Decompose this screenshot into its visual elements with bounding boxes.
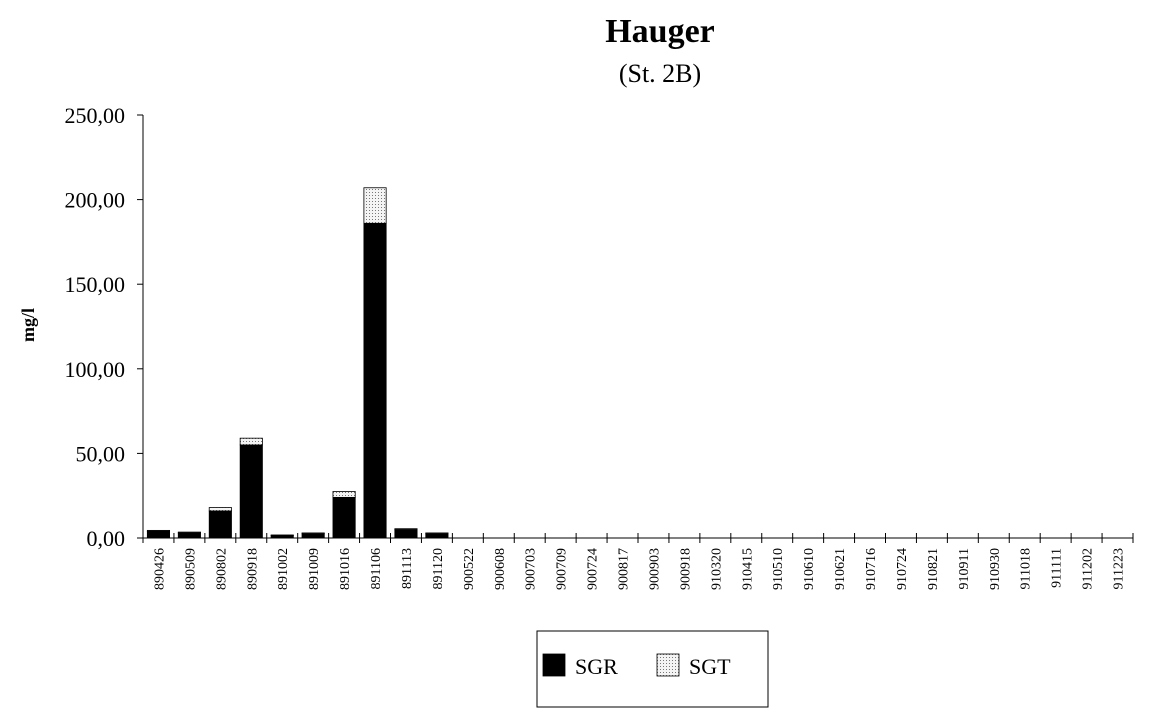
x-tick-label: 911202: [1081, 548, 1096, 589]
legend-box: [536, 630, 769, 708]
x-tick-label: 910510: [771, 548, 786, 590]
y-tick-label: 250,00: [65, 103, 126, 128]
bar-segment: [363, 187, 387, 224]
x-tick-label: 910724: [895, 548, 910, 590]
x-tick-label: 890802: [214, 548, 229, 590]
x-tick-label: 900724: [586, 548, 601, 590]
x-tick-label: 900817: [617, 548, 632, 590]
x-tick-label: 900608: [493, 548, 508, 590]
chart-subtitle: (St. 2B): [619, 59, 701, 88]
bar-segment: [301, 533, 325, 539]
x-tick-label: 910415: [740, 548, 755, 590]
x-tick-label: 910716: [864, 548, 879, 590]
bar-segment: [425, 532, 449, 535]
bar-segment: [177, 532, 201, 539]
x-tick-label: 910821: [926, 548, 941, 590]
x-tick-label: 891016: [338, 548, 353, 590]
bar-segment: [270, 534, 294, 536]
x-tick-label: 900709: [555, 548, 570, 590]
y-tick-label: 150,00: [65, 272, 126, 297]
bar-segment: [239, 437, 263, 446]
bar-segment: [208, 510, 232, 539]
x-tick-label: 900703: [524, 548, 539, 590]
bar-segment: [394, 529, 418, 539]
x-tick-label: 911018: [1019, 548, 1034, 589]
x-tick-label: 890426: [152, 548, 167, 590]
x-tick-label: 891113: [400, 548, 415, 589]
x-tick-label: 890918: [245, 548, 260, 590]
legend-swatch: [542, 653, 566, 677]
x-tick-label: 891120: [431, 548, 446, 589]
x-tick-label: 900903: [647, 548, 662, 590]
bar-segment: [146, 530, 171, 539]
bar-segment: [177, 531, 201, 534]
y-axis-label: mg/l: [18, 308, 38, 342]
legend-label: SGT: [689, 654, 731, 679]
x-tick-label: 891009: [307, 548, 322, 590]
x-tick-label: 910911: [957, 548, 972, 589]
x-tick-label: 910621: [833, 548, 848, 590]
bar-segment: [425, 533, 449, 539]
bar-segment: [146, 529, 171, 532]
x-tick-label: 911111: [1050, 548, 1065, 588]
y-tick-label: 200,00: [65, 188, 126, 213]
legend-label: SGR: [575, 654, 618, 679]
bar-segment: [208, 507, 232, 512]
legend-swatch: [656, 653, 680, 677]
y-tick-label: 100,00: [65, 357, 126, 382]
x-tick-label: 900918: [678, 548, 693, 590]
bar-segment: [394, 528, 418, 530]
x-tick-label: 910320: [709, 548, 724, 590]
x-tick-label: 910930: [988, 548, 1003, 590]
chart-title: Hauger: [605, 13, 715, 50]
bar-segment: [332, 491, 356, 498]
bar-segment: [332, 496, 356, 539]
x-tick-label: 900522: [462, 548, 477, 590]
bar-segment: [301, 532, 325, 535]
bar-segment: [363, 222, 387, 539]
x-tick-label: 910610: [802, 548, 817, 590]
x-tick-label: 891106: [369, 548, 384, 589]
x-tick-label: 890509: [183, 548, 198, 590]
y-tick-label: 50,00: [76, 441, 126, 466]
x-tick-label: 891002: [276, 548, 291, 590]
bar-segment: [239, 444, 263, 539]
y-tick-label: 0,00: [87, 526, 126, 551]
x-tick-label: 911223: [1112, 548, 1127, 589]
